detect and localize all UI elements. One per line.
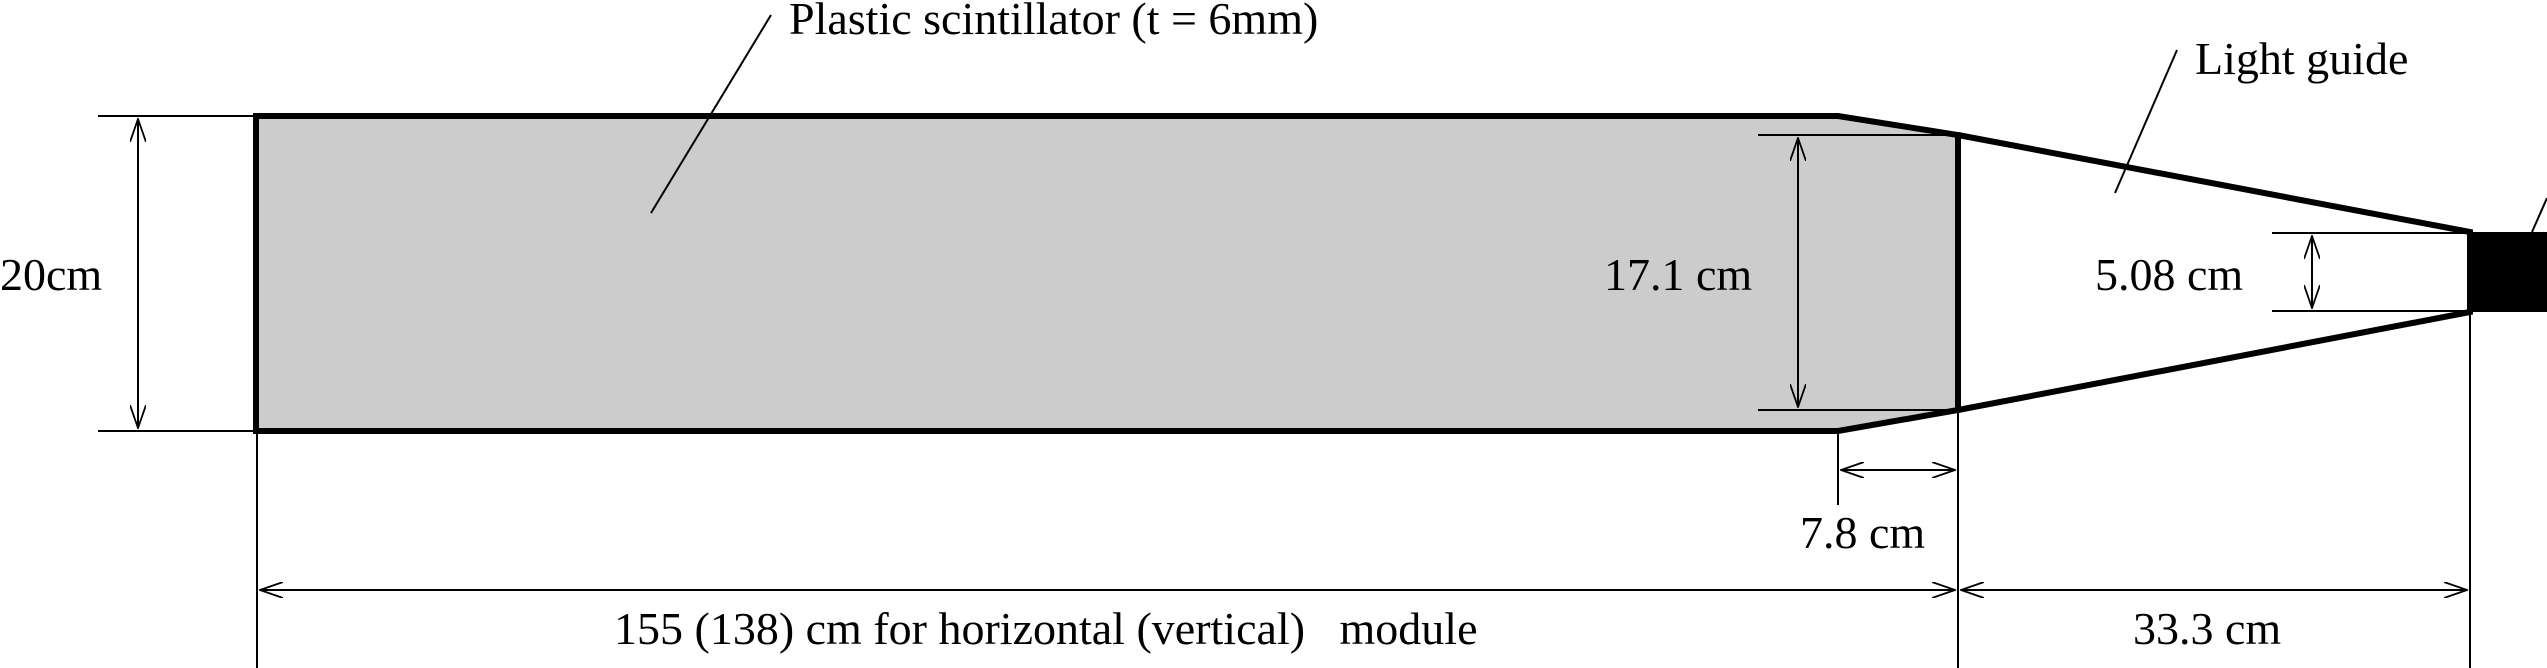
- scintillator-label: Plastic scintillator (t = 6mm): [789, 0, 1318, 44]
- scintillator-leader-line: [650, 14, 772, 214]
- height-outer-label: 20cm: [0, 249, 102, 300]
- module-length-label: 155 (138) cm for horizontal (vertical) m…: [614, 603, 1478, 654]
- pmt-width-label: 5.08 cm: [2095, 249, 2243, 300]
- height-inner-label: 17.1 cm: [1604, 249, 1752, 300]
- chamfer-label: 7.8 cm: [1800, 507, 1925, 558]
- light-guide-label: Light guide: [2195, 33, 2408, 84]
- pmt-leader-line: [2531, 197, 2547, 233]
- pmt-block: [2470, 232, 2547, 312]
- guide-length-label: 33.3 cm: [2133, 603, 2281, 654]
- light-guide-leader-line: [2114, 49, 2178, 194]
